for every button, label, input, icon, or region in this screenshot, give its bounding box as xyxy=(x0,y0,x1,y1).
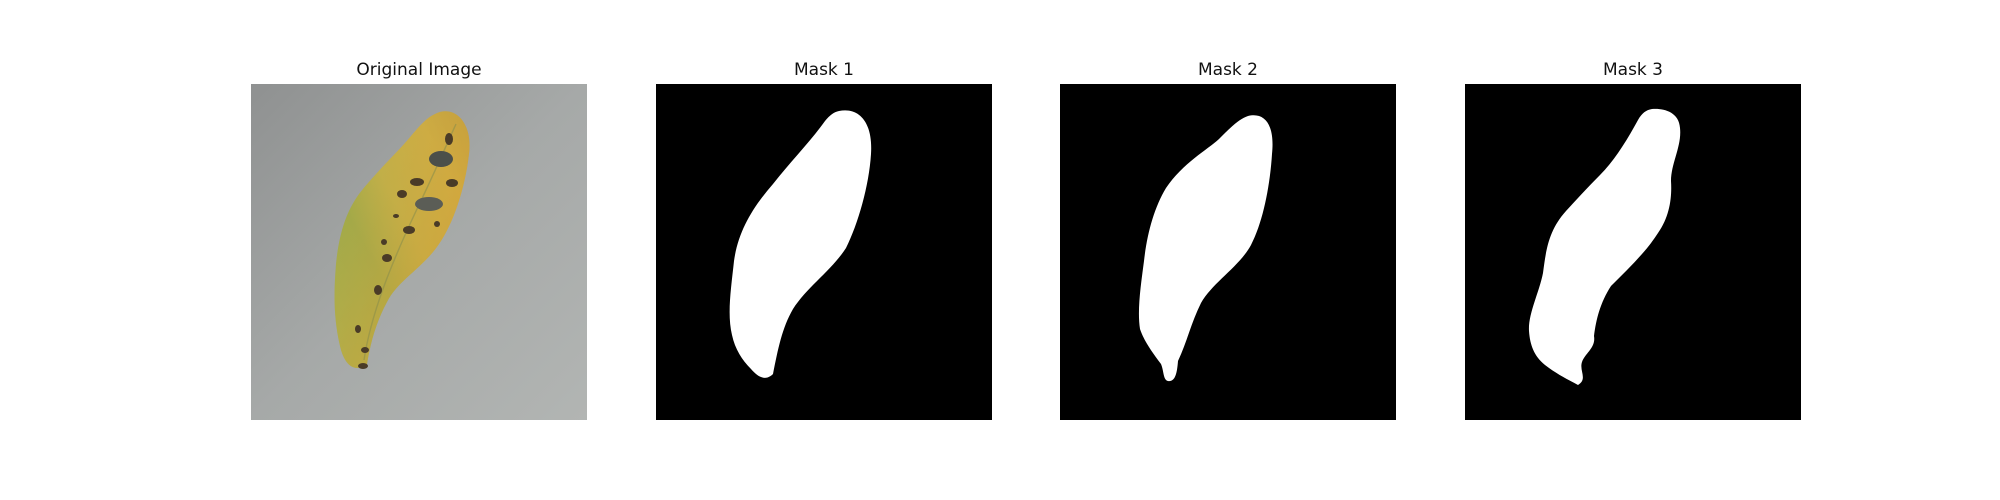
mask-1-image xyxy=(656,84,992,420)
mask-2-image xyxy=(1060,84,1396,420)
mask-3-image xyxy=(1465,84,1801,420)
panel-mask-2: Mask 2 xyxy=(1060,56,1396,420)
panel-title: Mask 2 xyxy=(1197,60,1258,80)
original-leaf-image xyxy=(251,84,587,420)
panel-mask-3: Mask 3 xyxy=(1465,56,1801,420)
panel-title: Mask 1 xyxy=(793,60,854,80)
panel-mask-1: Mask 1 xyxy=(656,56,992,420)
panel-title: Mask 3 xyxy=(1602,60,1663,80)
panel-title: Original Image xyxy=(356,60,482,80)
panel-original-image: Original Image xyxy=(251,56,587,420)
